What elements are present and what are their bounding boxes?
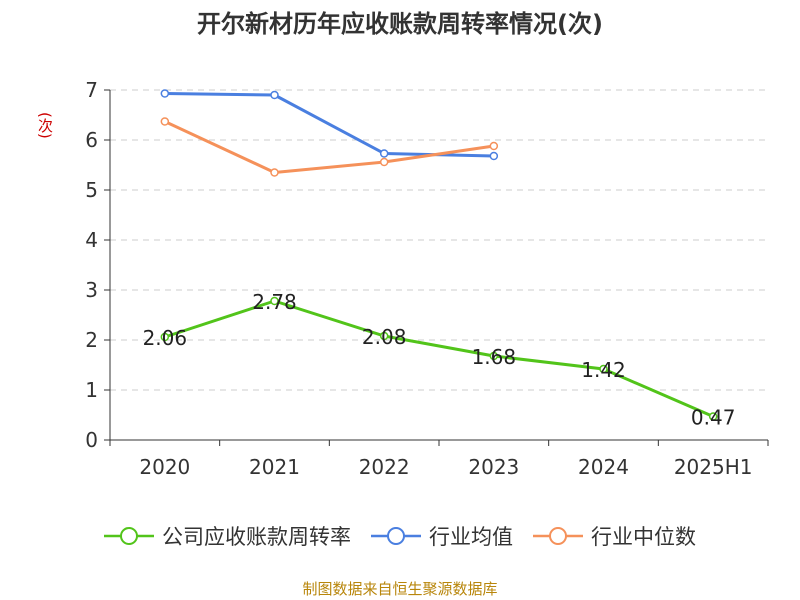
x-tick-label: 2023 (468, 455, 519, 479)
line-chart: 0 1 2 3 4 5 6 7 2020 2021 2022 2023 2024 2025H1 2.06 2.… (85, 78, 769, 479)
legend-marker-icon (371, 527, 421, 545)
x-tick-label: 2025H1 (674, 455, 753, 479)
data-point (270, 168, 279, 177)
legend-marker-icon (533, 527, 583, 545)
data-point (708, 412, 718, 421)
data-point (160, 332, 170, 342)
chart-legend: 公司应收账款周转率 行业均值 行业中位数 (0, 520, 800, 552)
y-tick-label: 0 (85, 428, 98, 452)
y-tick-label: 5 (85, 178, 98, 202)
data-label: 2.78 (252, 290, 297, 314)
data-point (379, 157, 389, 167)
y-tick-label: 7 (85, 78, 98, 102)
data-label: 1.68 (472, 345, 517, 369)
data-point (489, 351, 499, 361)
series-line (164, 92, 494, 158)
data-point (160, 117, 170, 126)
data-point (379, 331, 389, 341)
y-tick-label: 3 (85, 278, 98, 302)
data-label: 0.47 (691, 406, 736, 430)
data-point (489, 141, 499, 151)
data-point (599, 364, 608, 374)
data-point (270, 90, 279, 100)
y-tick-label: 2 (85, 328, 98, 352)
x-tick-label: 2021 (249, 455, 300, 479)
x-tick-label: 2022 (359, 455, 410, 479)
data-point (489, 151, 499, 161)
legend-label: 行业均值 (429, 525, 513, 549)
data-point (379, 149, 389, 158)
legend-item[interactable]: 行业中位数 (533, 521, 696, 551)
data-point (160, 89, 170, 98)
data-label: 2.06 (143, 326, 188, 350)
data-label: 1.42 (581, 358, 626, 382)
y-tick-label: 4 (85, 228, 98, 252)
data-label: 2.08 (362, 325, 407, 349)
series-line (164, 120, 495, 174)
series-line (164, 299, 714, 418)
y-tick-label: 6 (85, 128, 98, 152)
x-tick-label: 2024 (578, 455, 629, 479)
data-point (270, 296, 279, 306)
y-tick-label: 1 (85, 378, 98, 402)
y-axis-label: (次) (36, 112, 54, 139)
legend-label: 行业中位数 (591, 525, 696, 549)
legend-item[interactable]: 公司应收账款周转率 (104, 521, 351, 551)
legend-label: 公司应收账款周转率 (162, 525, 351, 549)
chart-title: 开尔新材历年应收账款周转率情况(次) (197, 10, 603, 38)
legend-item[interactable]: 行业均值 (371, 521, 513, 551)
x-tick-label: 2020 (139, 455, 190, 479)
data-source-note: 制图数据来自恒生聚源数据库 (302, 580, 498, 598)
legend-marker-icon (104, 527, 154, 545)
